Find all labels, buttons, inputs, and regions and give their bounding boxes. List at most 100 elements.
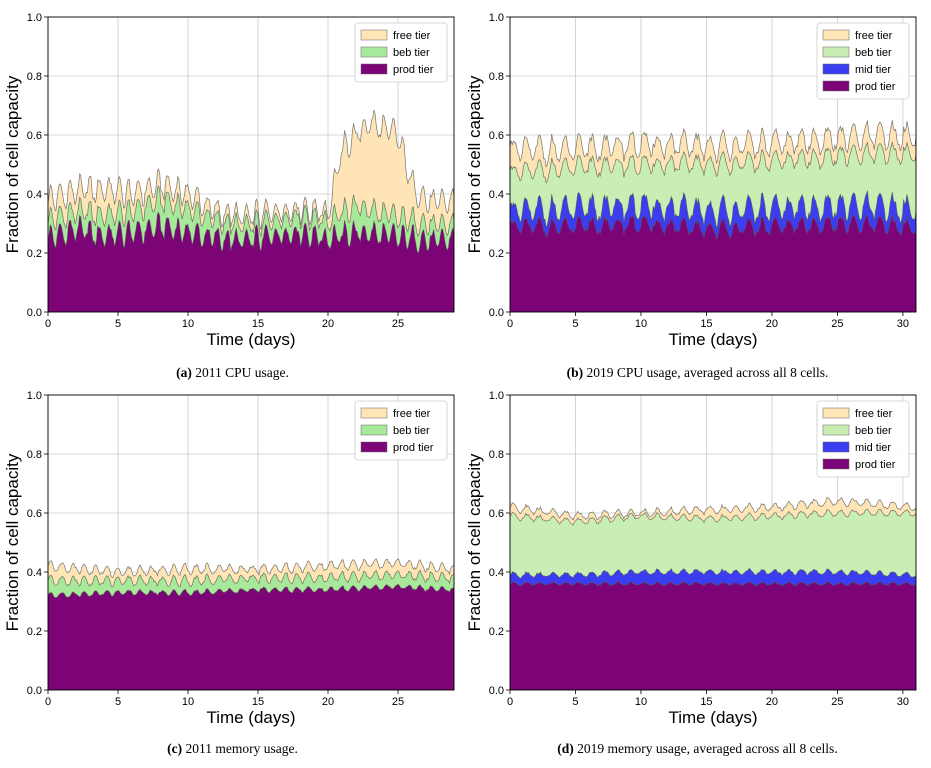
- y-tick-label: 1.0: [27, 12, 42, 24]
- legend-swatch: [360, 29, 388, 41]
- y-tick-label: 0.2: [489, 626, 504, 638]
- y-tick-label: 0.6: [489, 508, 504, 520]
- legend: free tier beb tier mid tier prod tier: [816, 400, 910, 478]
- x-tick-label: 25: [392, 696, 404, 708]
- series-edge-prod-tier: [47, 584, 455, 598]
- series-edge-prod-tier: [509, 213, 917, 241]
- caption-a-label: (a): [176, 365, 192, 380]
- y-tick-label: 1.0: [489, 390, 504, 402]
- x-tick-label: 25: [831, 318, 843, 330]
- y-tick-label: 0.4: [27, 189, 42, 201]
- y-tick-label: 0.0: [489, 307, 504, 319]
- x-tick-label: 5: [572, 696, 578, 708]
- x-tick-label: 5: [572, 318, 578, 330]
- caption-d: (d) 2019 memory usage, averaged across a…: [465, 741, 930, 757]
- x-tick-label: 10: [182, 318, 194, 330]
- plot-frame: [47, 16, 455, 313]
- y-tick-label: 0.2: [489, 248, 504, 260]
- series-edge-prod-tier: [509, 581, 917, 587]
- y-tick-label: 0.8: [27, 71, 42, 83]
- area-prod-tier: [48, 212, 454, 312]
- y-axis-label: Fraction of cell capacity: [465, 453, 484, 631]
- plot-frame: [47, 394, 455, 691]
- series-edge-free-tier: [47, 558, 455, 579]
- x-tick-label: 10: [635, 696, 647, 708]
- x-tick-label: 20: [322, 318, 334, 330]
- legend-swatch: [360, 46, 388, 58]
- legend-label: free tier: [393, 30, 431, 42]
- series-edge-beb-tier: [47, 185, 455, 238]
- legend-box: [816, 22, 910, 100]
- y-tick-label: 0.0: [489, 685, 504, 697]
- x-axis-label: Time (days): [206, 708, 295, 727]
- x-axis-label: Time (days): [668, 330, 757, 349]
- legend-label: prod tier: [393, 442, 434, 454]
- legend-swatch: [360, 407, 388, 419]
- y-axis-label: Fraction of cell capacity: [3, 75, 22, 253]
- plot-frame: [509, 16, 917, 313]
- legend-label: mid tier: [855, 64, 891, 76]
- x-axis-label: Time (days): [668, 708, 757, 727]
- legend-swatch: [360, 424, 388, 436]
- series-edge-beb-tier: [509, 508, 917, 526]
- legend-label: mid tier: [855, 442, 891, 454]
- y-tick-label: 1.0: [27, 390, 42, 402]
- y-tick-label: 0.4: [27, 567, 42, 579]
- x-tick-label: 20: [322, 696, 334, 708]
- y-tick-label: 0.4: [489, 567, 504, 579]
- legend: free tier beb tier prod tier: [354, 22, 448, 83]
- legend-swatch: [822, 458, 850, 470]
- area-prod-tier: [48, 584, 454, 690]
- caption-b-label: (b): [566, 365, 584, 380]
- caption-d-label: (d): [557, 741, 574, 756]
- legend-box: [816, 400, 910, 478]
- legend-swatch: [360, 441, 388, 453]
- legend-label: beb tier: [855, 47, 892, 59]
- y-tick-label: 0.2: [27, 626, 42, 638]
- x-tick-label: 10: [182, 696, 194, 708]
- chart-panel-a: 0 5 10 15 20 25 0.0 0.2 0.4 0.6 0.8 1.0 Time (days) F…: [3, 12, 455, 349]
- legend-swatch: [822, 46, 850, 58]
- y-tick-label: 0.8: [27, 449, 42, 461]
- y-tick-label: 0.8: [489, 71, 504, 83]
- x-tick-label: 30: [897, 696, 909, 708]
- y-tick-label: 0.6: [27, 508, 42, 520]
- x-tick-label: 5: [115, 318, 121, 330]
- legend-label: beb tier: [855, 425, 892, 437]
- x-axis-label: Time (days): [206, 330, 295, 349]
- legend-swatch: [360, 63, 388, 75]
- legend: free tier beb tier mid tier prod tier: [816, 22, 910, 100]
- x-tick-label: 10: [635, 318, 647, 330]
- chart-panel-d: 0 5 10 15 20 25 30 0.0 0.2 0.4 0.6 0.8 1.0 Time (days…: [465, 390, 917, 727]
- legend-label: free tier: [855, 408, 893, 420]
- legend-label: beb tier: [393, 425, 430, 437]
- legend: free tier beb tier prod tier: [354, 400, 448, 461]
- series-edge-mid-tier: [509, 568, 917, 579]
- series-edge-beb-tier: [509, 141, 917, 184]
- legend-swatch: [822, 424, 850, 436]
- area-prod-tier: [510, 214, 916, 312]
- legend-swatch: [822, 29, 850, 41]
- legend-label: prod tier: [393, 64, 434, 76]
- legend-swatch: [822, 441, 850, 453]
- legend-label: free tier: [855, 30, 893, 42]
- caption-c-text: 2011 memory usage.: [185, 741, 298, 756]
- legend-label: free tier: [393, 408, 431, 420]
- chart-panel-b: 0 5 10 15 20 25 30 0.0 0.2 0.4 0.6 0.8 1.0 Time (days…: [465, 12, 917, 349]
- x-tick-label: 15: [700, 318, 712, 330]
- x-tick-label: 0: [507, 696, 513, 708]
- series-edge-free-tier: [509, 496, 917, 521]
- legend-swatch: [822, 63, 850, 75]
- x-tick-label: 20: [766, 318, 778, 330]
- legend-label: beb tier: [393, 47, 430, 59]
- plot-frame: [509, 394, 917, 691]
- y-tick-label: 0.6: [27, 130, 42, 142]
- caption-d-text: 2019 memory usage, averaged across all 8…: [577, 741, 838, 756]
- caption-a: (a) 2011 CPU usage.: [0, 365, 465, 381]
- y-tick-label: 0.4: [489, 189, 504, 201]
- y-tick-label: 0.0: [27, 307, 42, 319]
- legend-label: prod tier: [855, 459, 896, 471]
- x-tick-label: 25: [392, 318, 404, 330]
- x-tick-label: 0: [507, 318, 513, 330]
